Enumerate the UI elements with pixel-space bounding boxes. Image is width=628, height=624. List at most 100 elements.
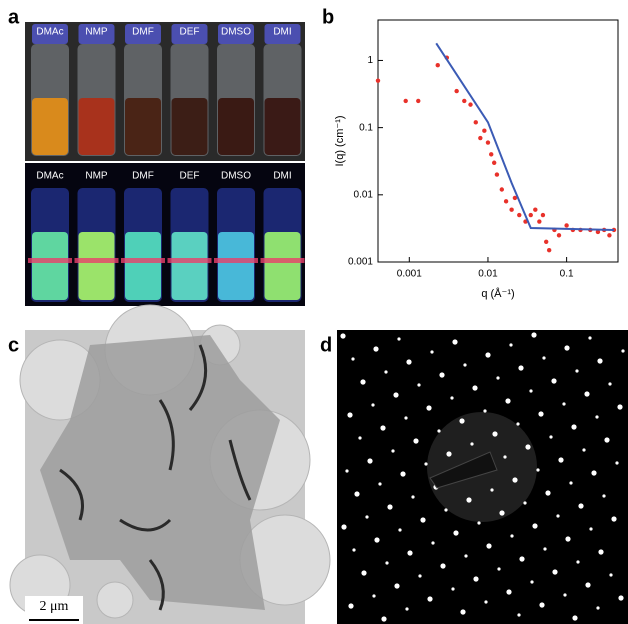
spot bbox=[575, 369, 579, 373]
spot bbox=[496, 376, 500, 380]
spot bbox=[451, 587, 455, 591]
vial-label: DMSO bbox=[221, 27, 251, 38]
spot bbox=[516, 422, 520, 426]
vial-label: DMF bbox=[132, 171, 154, 182]
spot bbox=[437, 429, 441, 433]
data-point bbox=[468, 102, 473, 107]
spot bbox=[450, 396, 454, 400]
spot bbox=[440, 563, 446, 569]
x-tick-label: 0.001 bbox=[397, 269, 422, 280]
vial-label: DMAc bbox=[36, 171, 63, 182]
panel-label: a bbox=[8, 6, 20, 28]
panel-label: b bbox=[322, 6, 334, 28]
vial-label: DMSO bbox=[221, 171, 251, 182]
vial-cap bbox=[78, 24, 115, 44]
tem-image: 2 μm bbox=[9, 304, 331, 624]
spot bbox=[505, 398, 511, 404]
spot bbox=[602, 494, 606, 498]
data-point bbox=[489, 152, 494, 157]
spot bbox=[517, 613, 521, 617]
spot bbox=[348, 603, 354, 609]
vial-band bbox=[260, 258, 305, 263]
vial-label: NMP bbox=[85, 171, 108, 182]
spot bbox=[418, 574, 422, 578]
spot bbox=[595, 415, 599, 419]
vial-label: DMAc bbox=[36, 27, 63, 38]
data-point bbox=[537, 219, 542, 224]
spot bbox=[576, 560, 580, 564]
hole bbox=[96, 581, 134, 619]
spot bbox=[439, 372, 445, 378]
spot bbox=[530, 580, 534, 584]
spot bbox=[591, 470, 597, 476]
spot bbox=[351, 357, 355, 361]
spot bbox=[615, 461, 619, 465]
vial-liquid bbox=[125, 98, 161, 155]
spot bbox=[345, 469, 349, 473]
data-point bbox=[540, 212, 546, 218]
x-axis-label: q (Å⁻¹) bbox=[481, 287, 514, 300]
spot bbox=[539, 602, 545, 608]
spot bbox=[411, 495, 415, 499]
vial-label: NMP bbox=[85, 27, 108, 38]
spot bbox=[430, 350, 434, 354]
spot bbox=[585, 582, 591, 588]
spot bbox=[391, 449, 395, 453]
data-point bbox=[509, 207, 514, 212]
data-point bbox=[533, 207, 538, 212]
spot bbox=[371, 403, 375, 407]
spot bbox=[565, 536, 571, 542]
scale-label: 2 μm bbox=[40, 599, 69, 614]
vial-band bbox=[121, 258, 165, 263]
data-point bbox=[416, 98, 421, 104]
spot bbox=[381, 616, 387, 622]
vial-liquid bbox=[264, 232, 301, 300]
vial-liquid bbox=[32, 98, 68, 155]
spot bbox=[597, 358, 603, 364]
fold bbox=[119, 518, 172, 532]
spot bbox=[374, 537, 380, 543]
vial-band bbox=[214, 258, 258, 263]
spot bbox=[378, 482, 382, 486]
vial-liquid bbox=[32, 232, 68, 300]
vial-band bbox=[167, 258, 212, 263]
spot bbox=[525, 444, 531, 450]
vial-liquid bbox=[78, 232, 115, 300]
spot bbox=[380, 425, 386, 431]
spot bbox=[486, 543, 492, 549]
vial-cap bbox=[171, 24, 208, 44]
data-point bbox=[491, 160, 497, 165]
diffraction bbox=[337, 330, 628, 624]
spot bbox=[452, 339, 458, 345]
spot bbox=[549, 435, 553, 439]
spot bbox=[354, 491, 360, 497]
spot bbox=[589, 527, 593, 531]
y-tick-label: 1 bbox=[367, 55, 373, 66]
spot bbox=[596, 606, 600, 610]
spot bbox=[519, 556, 525, 562]
vial-liquid bbox=[264, 98, 301, 155]
spot bbox=[367, 458, 373, 464]
spot bbox=[463, 363, 467, 367]
spot bbox=[584, 391, 590, 397]
spot bbox=[563, 593, 567, 597]
spot bbox=[477, 521, 481, 525]
vial-liquid bbox=[218, 232, 254, 300]
spot bbox=[387, 504, 393, 510]
photo-top bbox=[25, 22, 305, 161]
data-point bbox=[462, 98, 467, 104]
data-point bbox=[499, 187, 505, 192]
vial-label: DMI bbox=[273, 171, 291, 182]
spot bbox=[490, 488, 494, 492]
fold bbox=[59, 468, 84, 521]
spot bbox=[361, 570, 367, 576]
spot bbox=[529, 389, 533, 393]
spot bbox=[400, 471, 406, 477]
spot bbox=[394, 583, 400, 589]
vial-band bbox=[74, 258, 119, 263]
spot bbox=[347, 412, 353, 418]
spot bbox=[572, 615, 578, 621]
data-point bbox=[543, 239, 549, 244]
spot bbox=[453, 530, 459, 536]
